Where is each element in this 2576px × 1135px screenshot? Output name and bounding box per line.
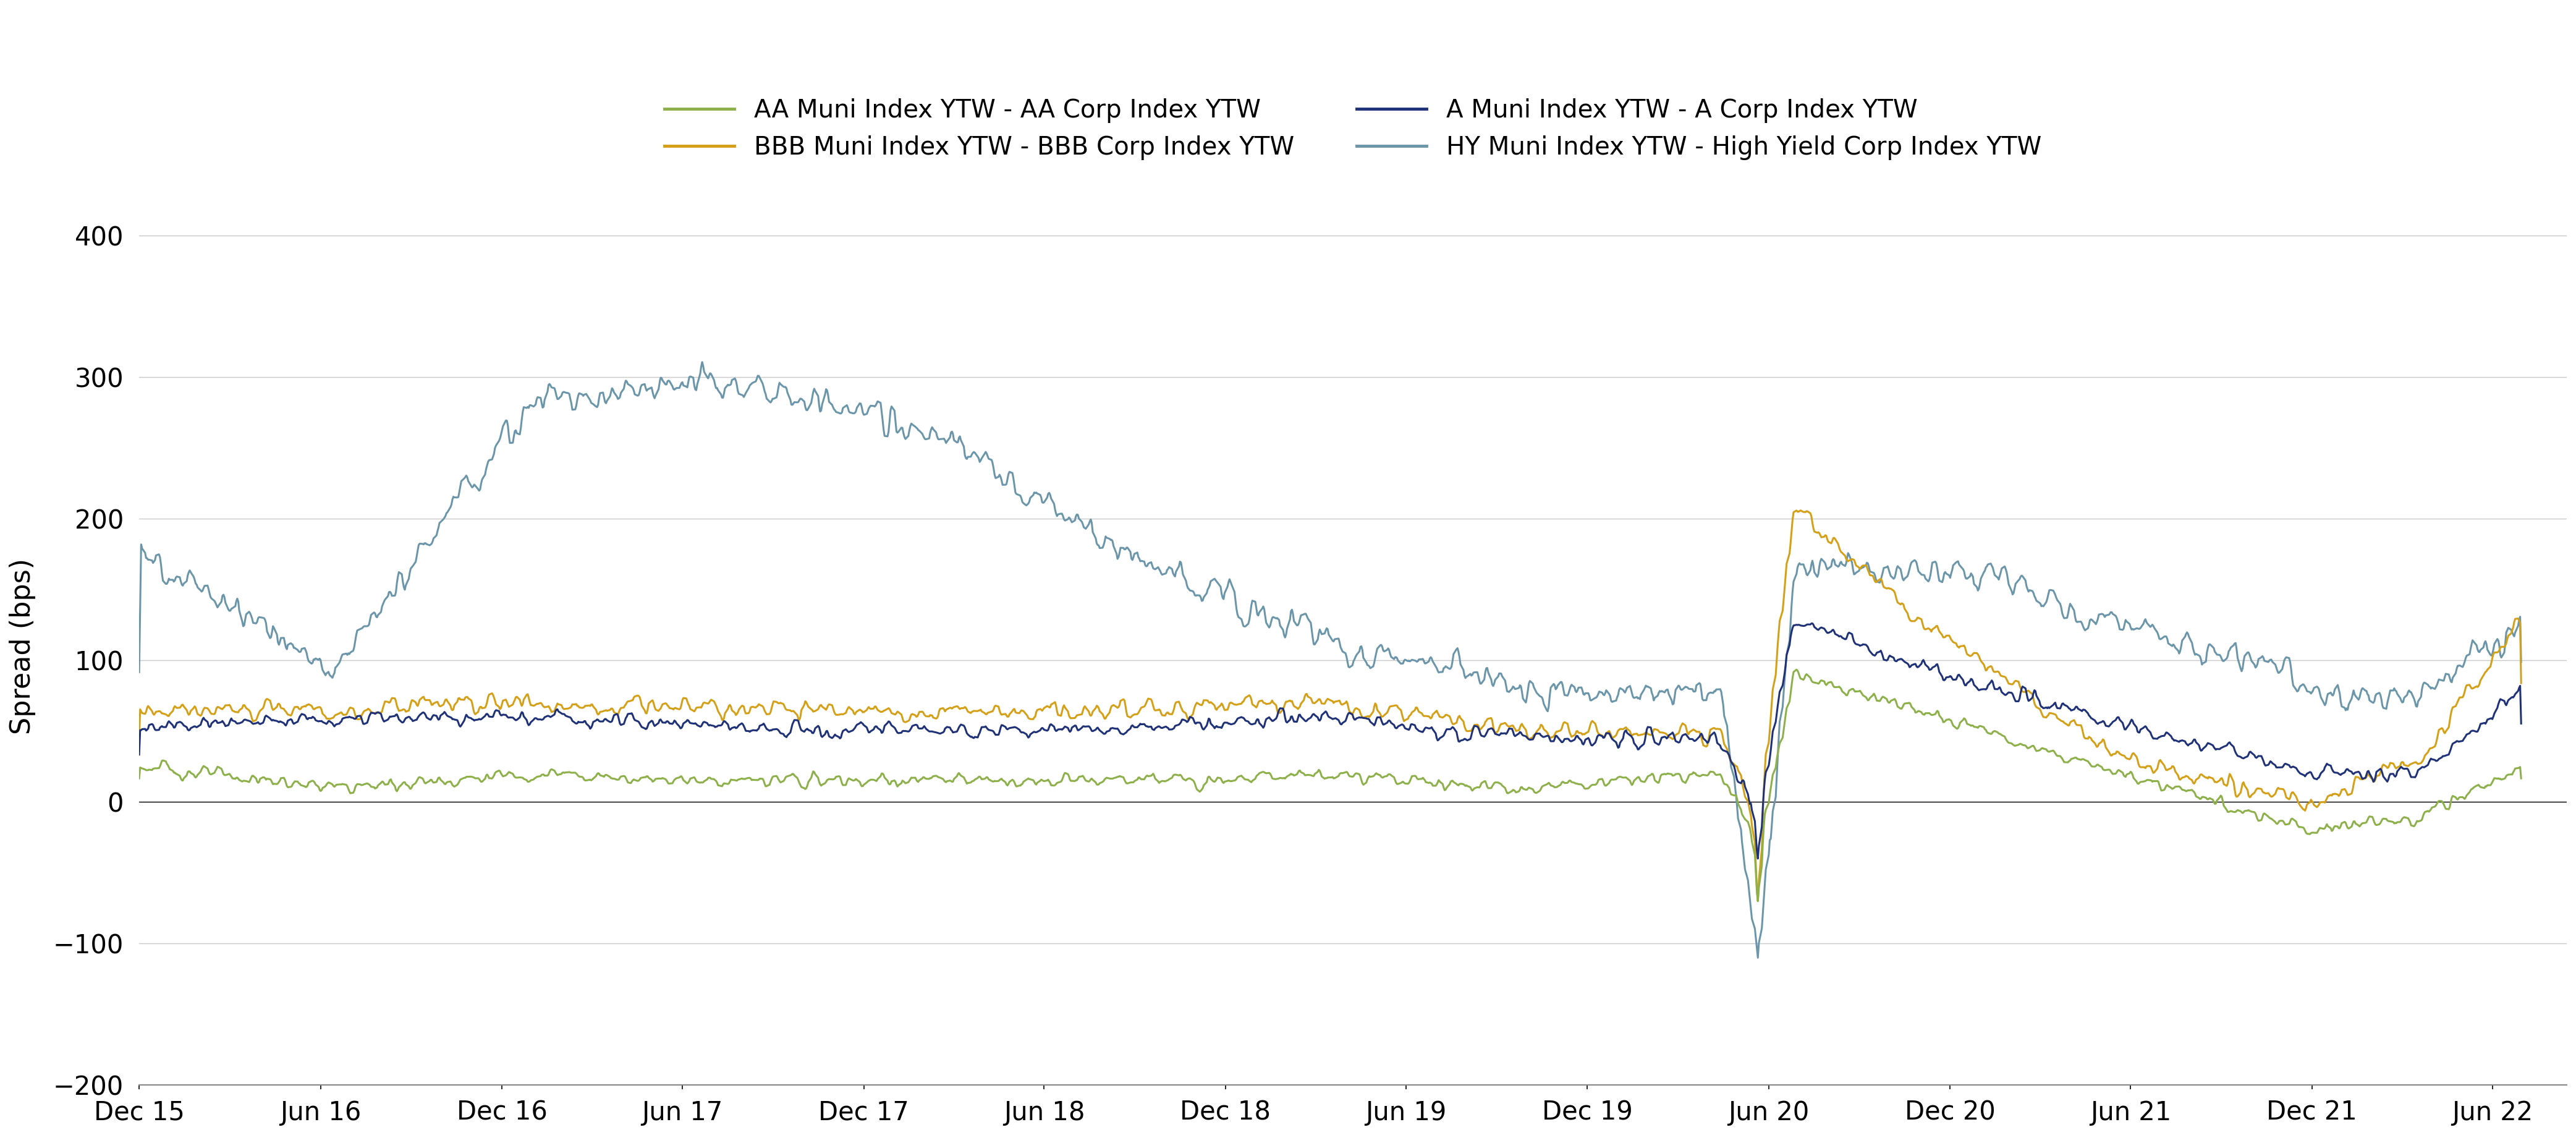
Line: HY Muni Index YTW - High Yield Corp Index YTW: HY Muni Index YTW - High Yield Corp Inde…	[139, 362, 2522, 958]
Line: BBB Muni Index YTW - BBB Corp Index YTW: BBB Muni Index YTW - BBB Corp Index YTW	[139, 511, 2522, 901]
Y-axis label: Spread (bps): Spread (bps)	[10, 558, 36, 734]
Line: AA Muni Index YTW - AA Corp Index YTW: AA Muni Index YTW - AA Corp Index YTW	[139, 670, 2522, 901]
Legend: AA Muni Index YTW - AA Corp Index YTW, BBB Muni Index YTW - BBB Corp Index YTW, : AA Muni Index YTW - AA Corp Index YTW, B…	[654, 89, 2050, 170]
Line: A Muni Index YTW - A Corp Index YTW: A Muni Index YTW - A Corp Index YTW	[139, 623, 2522, 859]
